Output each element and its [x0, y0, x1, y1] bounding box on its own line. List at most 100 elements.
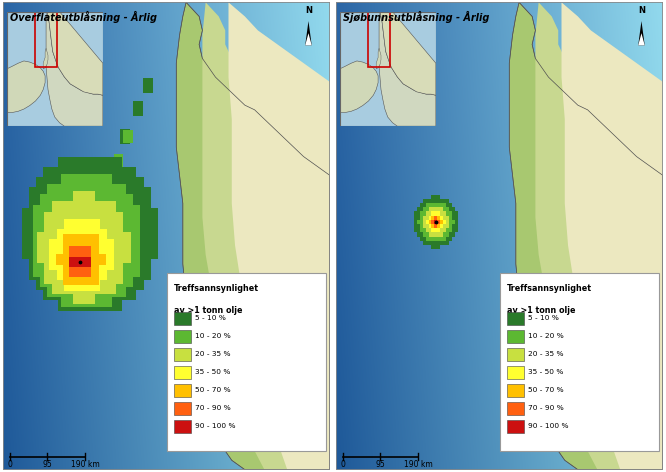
Bar [438, 228, 440, 233]
Bar [93, 280, 101, 290]
Bar [117, 232, 123, 243]
Bar [54, 236, 61, 246]
Bar [63, 244, 70, 254]
Bar [438, 211, 440, 216]
Bar [97, 246, 105, 256]
Bar [76, 266, 83, 277]
Bar [89, 227, 95, 235]
Bar [420, 211, 423, 216]
Bar [443, 211, 446, 216]
Bar [443, 216, 446, 220]
Bar [174, 402, 191, 415]
Bar [101, 187, 108, 198]
Bar [432, 228, 434, 233]
Bar [64, 270, 71, 280]
Bar [129, 239, 137, 249]
Bar [85, 254, 91, 264]
Bar [432, 233, 434, 236]
Bar [426, 233, 428, 236]
Bar [64, 280, 71, 291]
Bar [126, 215, 133, 225]
Bar [81, 284, 87, 294]
Bar [81, 273, 87, 284]
Bar [69, 205, 76, 215]
Bar [33, 205, 40, 215]
Bar [420, 216, 423, 220]
Bar [438, 220, 440, 224]
Bar [33, 266, 40, 277]
Bar [138, 109, 143, 116]
Bar [73, 212, 81, 222]
Bar [434, 220, 438, 224]
Bar [423, 233, 426, 236]
Bar [129, 249, 137, 260]
Bar [76, 256, 83, 266]
Bar [71, 270, 78, 280]
Bar [426, 211, 428, 216]
Text: 70 - 90 %: 70 - 90 % [528, 405, 563, 412]
Bar [73, 191, 81, 202]
Bar [72, 290, 79, 301]
Bar [69, 194, 76, 205]
Bar [119, 194, 126, 205]
Polygon shape [561, 2, 663, 470]
Bar [434, 224, 438, 228]
Bar [440, 216, 443, 220]
Bar [72, 301, 79, 311]
Bar [69, 287, 76, 297]
Bar [61, 194, 69, 205]
Bar [414, 224, 417, 228]
Bar [21, 228, 29, 239]
Polygon shape [202, 2, 330, 470]
Bar [93, 229, 100, 239]
Bar [21, 218, 29, 228]
Bar [54, 277, 61, 287]
Bar [452, 211, 455, 216]
Bar [143, 77, 148, 85]
Bar [507, 402, 524, 415]
Bar [86, 290, 93, 301]
Bar [417, 224, 420, 228]
Bar [107, 239, 114, 250]
Bar [129, 290, 137, 301]
Bar [432, 220, 434, 224]
Bar [99, 212, 103, 218]
Bar [57, 290, 65, 301]
Bar [423, 228, 426, 233]
Bar [109, 202, 117, 212]
Bar [97, 287, 105, 297]
Bar [84, 227, 89, 235]
Bar [112, 215, 119, 225]
Bar [426, 216, 428, 220]
Bar [72, 157, 79, 167]
Bar [440, 233, 443, 236]
Bar [78, 219, 85, 229]
Bar [78, 239, 85, 250]
Bar [144, 198, 151, 208]
Bar [423, 220, 426, 224]
Bar [76, 277, 83, 287]
Bar [40, 246, 47, 256]
Bar [108, 290, 115, 301]
Bar [438, 220, 440, 224]
Bar [97, 266, 105, 277]
Bar [36, 259, 43, 270]
Polygon shape [228, 2, 330, 470]
Bar [449, 220, 452, 224]
Bar [69, 257, 77, 267]
Bar [91, 244, 99, 254]
Bar [52, 263, 59, 273]
Text: 20 - 35 %: 20 - 35 % [528, 351, 563, 357]
Bar [85, 280, 93, 291]
Bar [86, 259, 93, 270]
Bar [87, 232, 95, 243]
Bar [144, 249, 151, 260]
Bar [83, 277, 90, 287]
Bar [70, 275, 77, 285]
Bar [426, 207, 428, 211]
Bar [432, 224, 434, 228]
Bar [443, 228, 446, 233]
Bar [36, 198, 43, 208]
Text: N: N [638, 7, 645, 16]
Bar [78, 280, 85, 291]
